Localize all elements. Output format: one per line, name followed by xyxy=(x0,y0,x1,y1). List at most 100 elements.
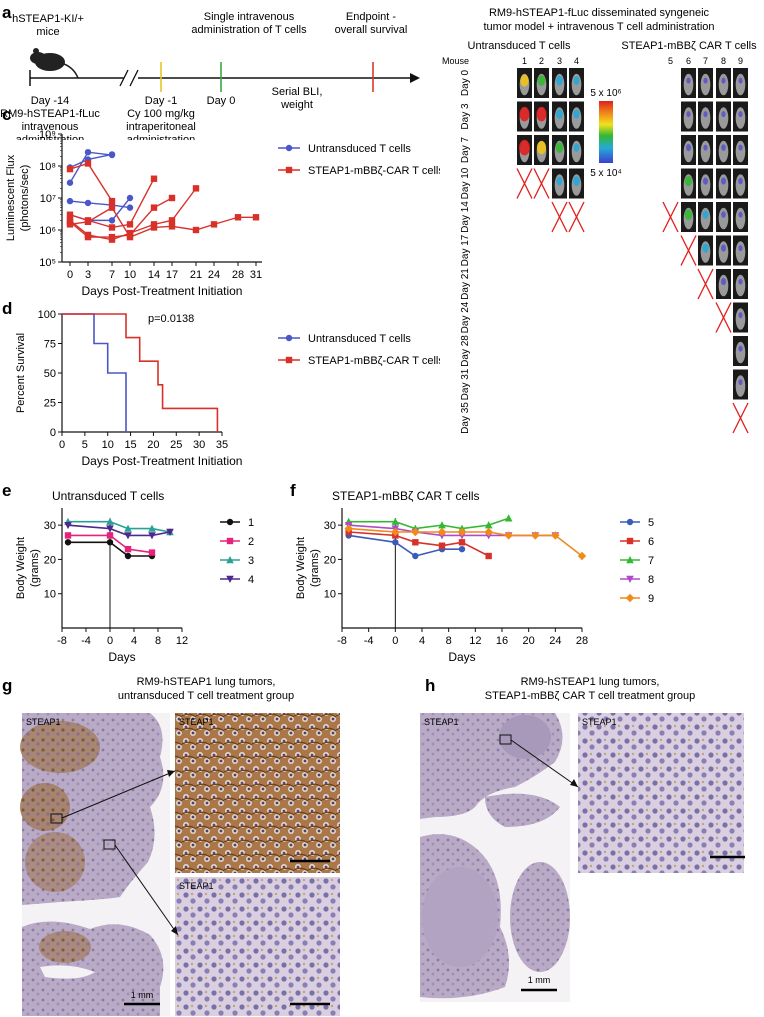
x-tick-label: 5 xyxy=(82,439,88,451)
weight-data-point xyxy=(484,521,493,529)
bli-image-tile xyxy=(552,168,567,199)
y-tick-label: 10⁵ xyxy=(39,257,56,269)
weight-data-point xyxy=(484,527,493,537)
weight-data-point xyxy=(458,545,466,553)
bli-image-tile xyxy=(517,135,532,165)
endpoint-label: Endpoint - xyxy=(346,11,396,23)
panel-title: Untransduced T cells xyxy=(52,489,164,503)
flux-data-point xyxy=(126,204,134,211)
inset-box-2 xyxy=(103,839,116,850)
x-tick-label: 8 xyxy=(155,635,161,647)
bli-image-tile xyxy=(534,68,549,98)
day-m1-desc: intraperitoneal xyxy=(126,121,196,133)
x-tick-label: 20 xyxy=(147,439,159,451)
legend-entry: 5 xyxy=(620,517,654,529)
flux-data-point xyxy=(192,226,200,234)
bli-image-tile xyxy=(552,135,567,165)
bli-image-tile xyxy=(733,202,748,232)
inset-box-h xyxy=(499,734,512,745)
x-tick-label: 28 xyxy=(576,635,588,647)
event-t-cells: Single intravenous xyxy=(204,11,295,23)
y-tick-label: 50 xyxy=(44,368,56,380)
stain-label: STEAP1 xyxy=(179,881,214,891)
y-tick-label: 0 xyxy=(50,427,56,439)
scale-label: 1 mm xyxy=(131,990,154,1000)
legend-marker xyxy=(625,593,635,603)
x-tick-label: -8 xyxy=(337,635,347,647)
weight-data-point xyxy=(64,521,72,530)
x-tick-label: 3 xyxy=(85,269,91,281)
legend-entry: 7 xyxy=(620,555,654,567)
mouse-number: 7 xyxy=(703,56,708,66)
legend-entry: STEAP1-mBBζ-CAR T cells xyxy=(278,165,440,177)
flux-data-point xyxy=(66,211,74,218)
weight-data-point xyxy=(64,539,72,546)
weight-data-point xyxy=(437,527,447,537)
legend-entry: 1 xyxy=(220,517,254,529)
flux-data-point xyxy=(168,217,176,224)
x-axis-label: Days Post-Treatment Initiation xyxy=(82,454,243,468)
legend-marker xyxy=(285,356,293,364)
weight-series-line xyxy=(64,521,174,540)
x-tick-label: 17 xyxy=(166,269,178,281)
lowmag-lung-section-h xyxy=(420,713,570,1002)
bli-title: RM9-hSTEAP1-fLuc disseminated syngeneic xyxy=(489,7,710,19)
day-0-label: Day 0 xyxy=(207,95,236,107)
scale-max: 5 x 10⁶ xyxy=(590,88,621,99)
flux-data-point xyxy=(210,221,218,228)
y-axis-label: (grams) xyxy=(309,549,321,587)
legend-label: 4 xyxy=(248,574,254,586)
weight-series-line xyxy=(344,524,587,561)
mouse-label: hSTEAP1-KI/+ xyxy=(12,13,84,25)
x-tick-label: 30 xyxy=(193,439,205,451)
y-axis-label: (grams) xyxy=(29,549,41,587)
weight-data-point xyxy=(106,517,114,525)
panel-d-survival-chart: d 0 25 50 75 100 0 5 10 15 20 25 30 35 Days Post-Treat… xyxy=(2,299,440,468)
day-label: Day 28 xyxy=(460,335,471,367)
y-axis-label: Luminescent Flux xyxy=(5,154,17,241)
zoom-arrow-h xyxy=(510,739,579,788)
death-x-mark xyxy=(516,168,533,199)
legend-marker xyxy=(226,575,234,583)
bli-image-tile xyxy=(698,168,713,199)
legend-entry: 9 xyxy=(620,593,654,605)
mouse-number: 6 xyxy=(686,56,691,66)
flux-data-point xyxy=(108,217,116,224)
weight-data-point xyxy=(438,542,446,549)
weight-data-point xyxy=(148,524,156,532)
weight-data-point xyxy=(458,539,466,546)
mouse-header: Mouse xyxy=(442,56,469,66)
x-tick-label: 24 xyxy=(549,635,561,647)
y-tick-label: 10⁷ xyxy=(40,193,56,205)
flux-data-point xyxy=(150,175,158,182)
mouse-label: mice xyxy=(36,26,59,38)
event-t-cells: administration of T cells xyxy=(191,24,307,36)
day-m14-label: Day -14 xyxy=(31,95,70,107)
legend-label: Untransduced T cells xyxy=(308,143,411,155)
death-x-mark xyxy=(732,402,749,434)
flux-data-point xyxy=(66,197,74,205)
weight-data-point xyxy=(391,527,400,537)
day-label: Day 31 xyxy=(460,368,471,400)
flux-series-line xyxy=(66,204,260,241)
flux-data-point xyxy=(168,223,176,230)
x-tick-label: 14 xyxy=(148,269,160,281)
bli-image-tile xyxy=(716,269,731,299)
bli-image-tile xyxy=(716,235,731,266)
mouse-number: 3 xyxy=(557,56,562,66)
flux-data-point xyxy=(126,233,134,241)
legend-label: STEAP1-mBBζ-CAR T cells xyxy=(308,355,440,367)
weight-data-point xyxy=(504,514,513,522)
bli-image-tile xyxy=(569,101,584,132)
zoom-arrow-1 xyxy=(61,770,176,819)
bli-image-tile xyxy=(733,168,748,199)
flux-data-point xyxy=(84,199,92,207)
death-x-mark xyxy=(568,201,585,233)
weight-data-point xyxy=(64,532,72,539)
flux-data-point xyxy=(234,214,242,221)
weight-data-point xyxy=(124,545,132,553)
x-tick-label: 12 xyxy=(176,635,188,647)
x-tick-label: 35 xyxy=(216,439,228,451)
weight-data-point xyxy=(124,552,132,560)
flux-data-point xyxy=(66,221,74,228)
